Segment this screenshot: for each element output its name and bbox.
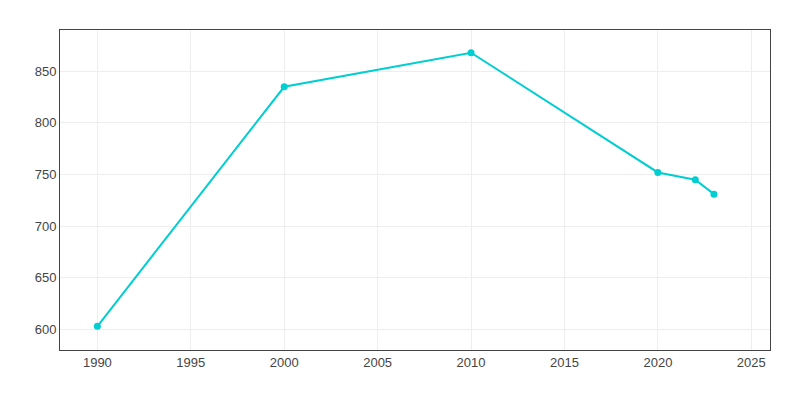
svg-text:2025: 2025 bbox=[737, 355, 766, 370]
svg-text:650: 650 bbox=[35, 270, 57, 285]
svg-text:600: 600 bbox=[35, 322, 57, 337]
svg-text:700: 700 bbox=[35, 219, 57, 234]
svg-text:2015: 2015 bbox=[550, 355, 579, 370]
svg-text:1995: 1995 bbox=[176, 355, 205, 370]
svg-text:2020: 2020 bbox=[643, 355, 672, 370]
svg-text:2005: 2005 bbox=[363, 355, 392, 370]
svg-text:2000: 2000 bbox=[270, 355, 299, 370]
svg-text:1990: 1990 bbox=[83, 355, 112, 370]
svg-text:750: 750 bbox=[35, 167, 57, 182]
svg-text:850: 850 bbox=[35, 64, 57, 79]
svg-text:800: 800 bbox=[35, 115, 57, 130]
svg-text:2010: 2010 bbox=[457, 355, 486, 370]
